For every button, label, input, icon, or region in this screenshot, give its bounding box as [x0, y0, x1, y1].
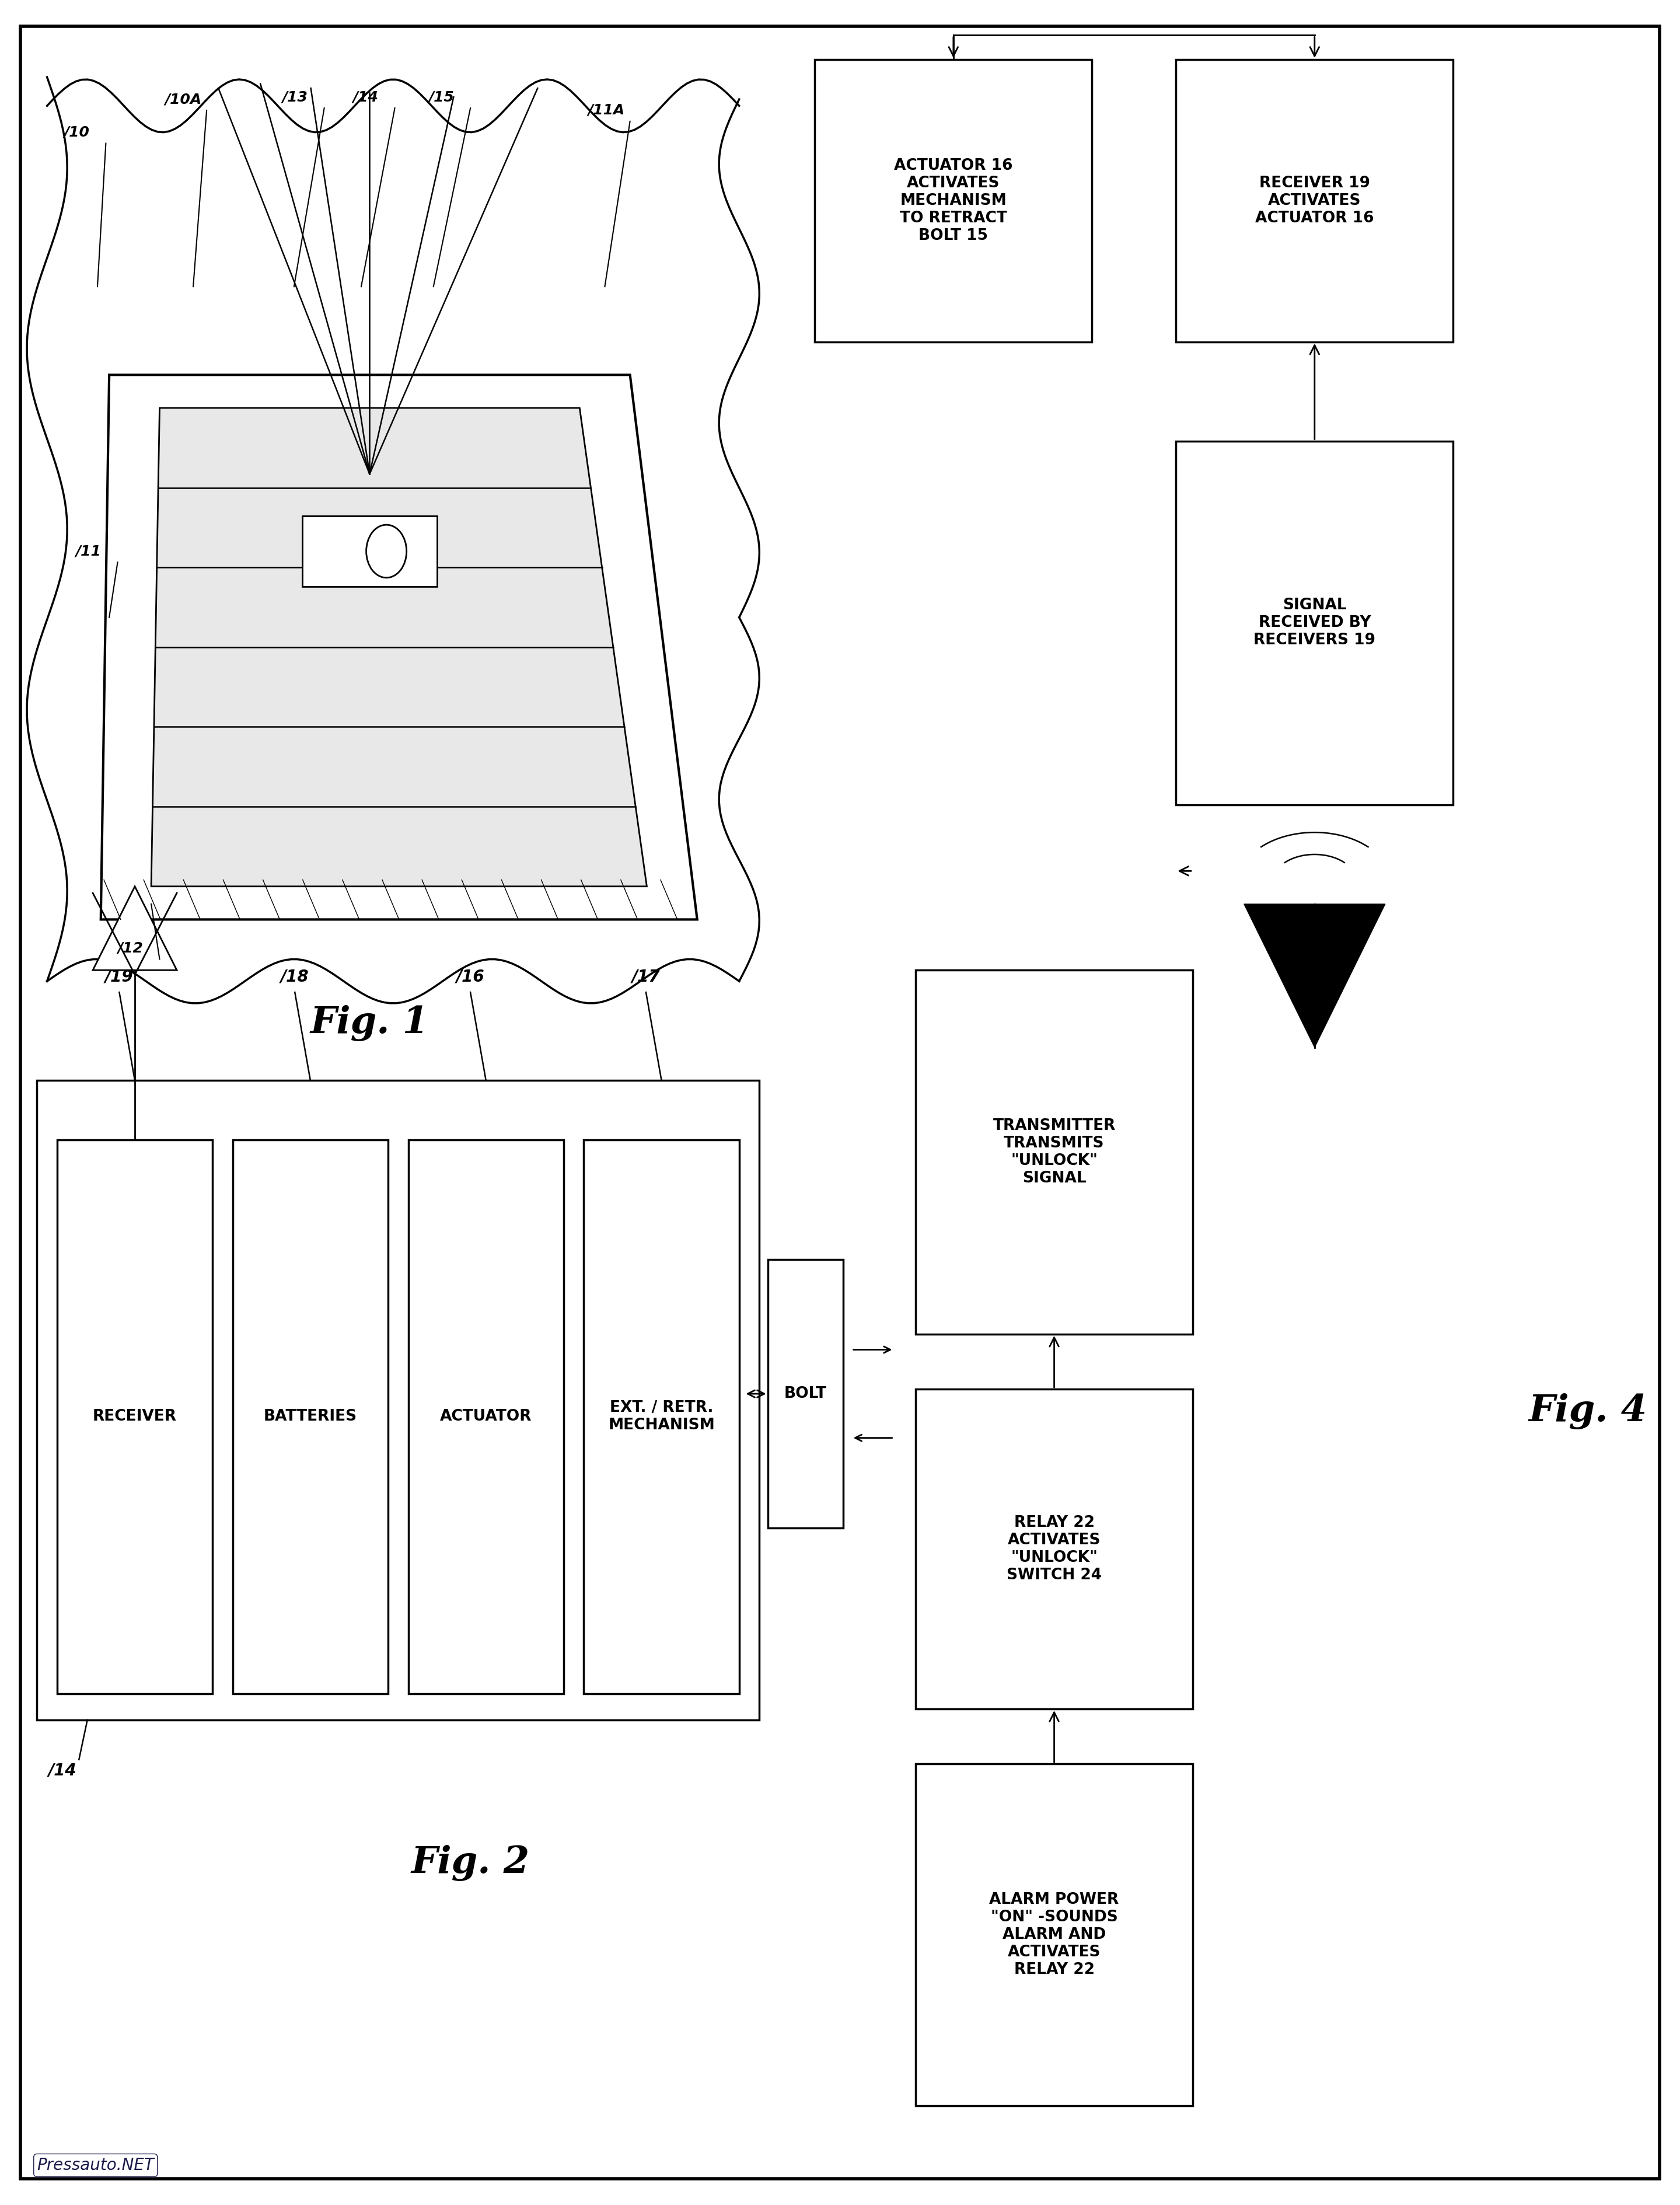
Text: RECEIVER: RECEIVER [92, 1409, 176, 1424]
Text: /12: /12 [118, 942, 143, 955]
Text: RELAY 22
ACTIVATES
"UNLOCK"
SWITCH 24: RELAY 22 ACTIVATES "UNLOCK" SWITCH 24 [1006, 1515, 1102, 1583]
Polygon shape [101, 375, 697, 919]
Text: SIGNAL
RECEIVED BY
RECEIVERS 19: SIGNAL RECEIVED BY RECEIVERS 19 [1253, 598, 1376, 648]
Bar [916, 1389, 1193, 1709]
Text: /11: /11 [76, 545, 101, 558]
Bar [916, 970, 1193, 1334]
Text: ACTUATOR 16
ACTIVATES
MECHANISM
TO RETRACT
BOLT 15: ACTUATOR 16 ACTIVATES MECHANISM TO RETRA… [894, 159, 1013, 243]
Polygon shape [151, 408, 647, 886]
Bar [302, 516, 437, 587]
Text: Pressauto.NET: Pressauto.NET [37, 2156, 155, 2174]
Text: /15: /15 [428, 90, 454, 104]
Polygon shape [92, 886, 176, 970]
Text: /10: /10 [64, 126, 89, 139]
Polygon shape [1243, 904, 1384, 1047]
Text: BATTERIES: BATTERIES [264, 1409, 358, 1424]
Text: /16: /16 [457, 968, 484, 986]
Bar [57, 1140, 212, 1693]
Bar [768, 1259, 843, 1528]
Text: /10A: /10A [165, 93, 202, 106]
Text: /14: /14 [49, 1762, 76, 1779]
Text: /11A: /11A [588, 104, 625, 117]
Text: Fig. 4: Fig. 4 [1529, 1394, 1646, 1429]
Bar [1176, 441, 1453, 805]
Text: /19: /19 [106, 968, 133, 986]
Bar [916, 1764, 1193, 2106]
Text: /17: /17 [632, 968, 660, 986]
Text: Fig. 2: Fig. 2 [412, 1846, 529, 1881]
Text: ACTUATOR: ACTUATOR [440, 1409, 533, 1424]
Text: ALARM POWER
"ON" -SOUNDS
ALARM AND
ACTIVATES
RELAY 22: ALARM POWER "ON" -SOUNDS ALARM AND ACTIV… [990, 1892, 1119, 1978]
Bar [1176, 60, 1453, 342]
Text: /13: /13 [282, 90, 307, 104]
Text: BOLT: BOLT [785, 1387, 827, 1402]
Bar [232, 1140, 388, 1693]
Bar [815, 60, 1092, 342]
Text: TRANSMITTER
TRANSMITS
"UNLOCK"
SIGNAL: TRANSMITTER TRANSMITS "UNLOCK" SIGNAL [993, 1118, 1116, 1186]
Bar [585, 1140, 739, 1693]
Text: /14: /14 [353, 90, 378, 104]
Bar [408, 1140, 564, 1693]
Text: EXT. / RETR.
MECHANISM: EXT. / RETR. MECHANISM [608, 1400, 714, 1433]
Bar [37, 1080, 759, 1720]
Text: /18: /18 [281, 968, 309, 986]
Text: RECEIVER 19
ACTIVATES
ACTUATOR 16: RECEIVER 19 ACTIVATES ACTUATOR 16 [1255, 176, 1374, 225]
Text: Fig. 1: Fig. 1 [311, 1005, 428, 1041]
